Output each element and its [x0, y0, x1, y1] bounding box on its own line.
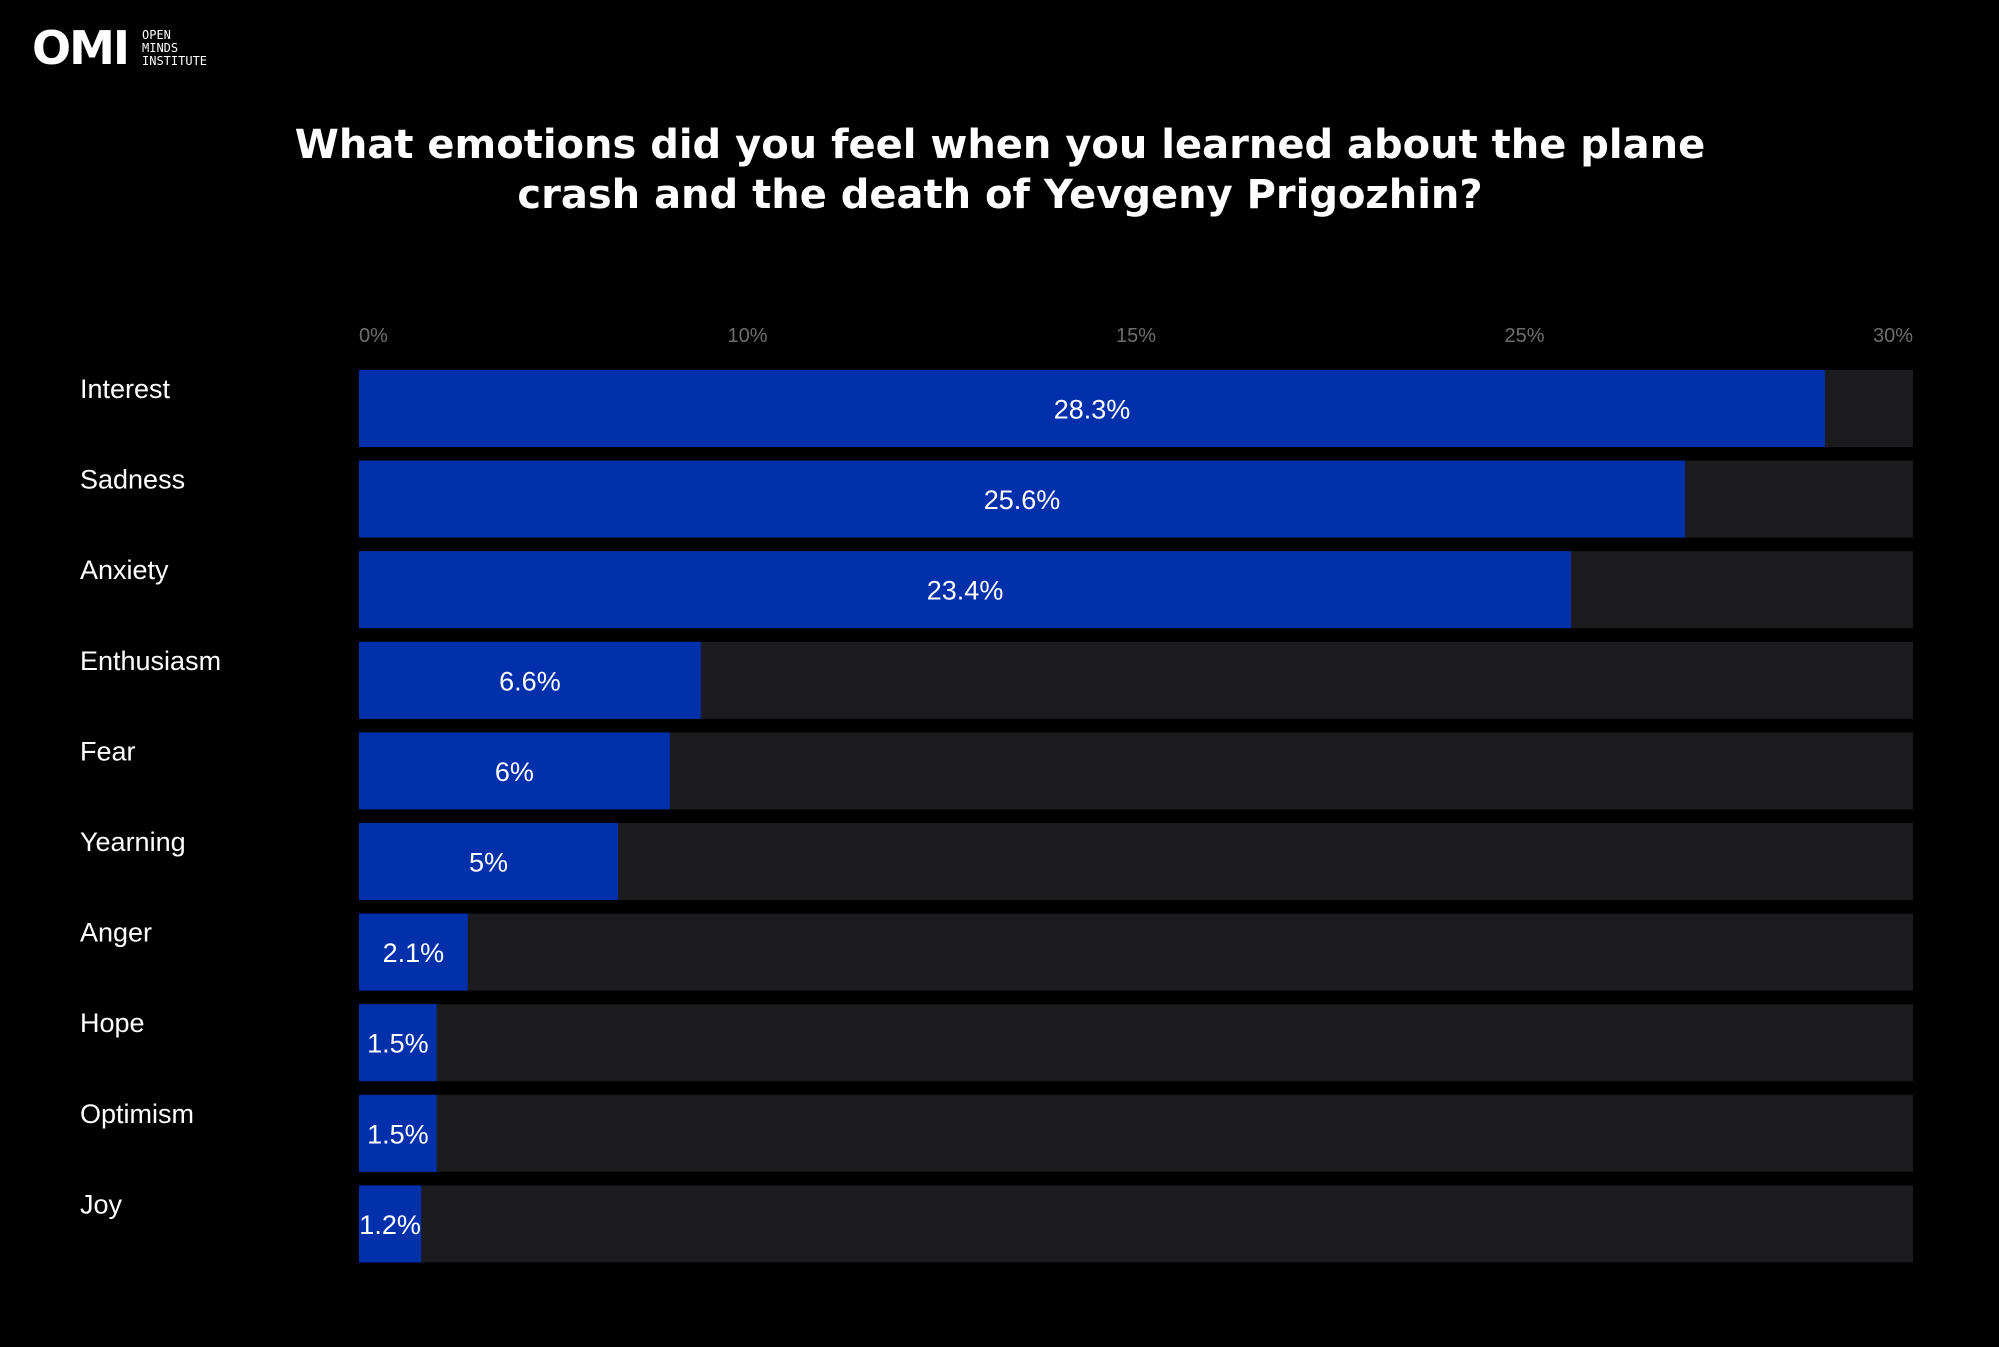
logo-line-2: MINDS: [142, 40, 179, 55]
category-label: Yearning: [80, 827, 186, 857]
bar-hope: [359, 1004, 437, 1082]
bar-enthusiasm: [359, 641, 701, 719]
category-label: Sadness: [80, 465, 185, 495]
bar-fear: [359, 732, 670, 810]
bar-yearning: [359, 823, 618, 900]
logo-line-3: INSTITUTE: [142, 53, 208, 68]
logo-subtitle: OPEN MINDS INSTITUTE: [142, 27, 208, 68]
value-label: 6%: [495, 757, 534, 787]
bar-joy: [359, 1185, 422, 1263]
tick-label: 30%: [1873, 325, 1913, 347]
bar-track: [359, 1094, 1913, 1172]
tick-label: 15%: [1116, 325, 1156, 347]
tick-label: 0%: [359, 325, 388, 347]
value-label: 2.1%: [383, 938, 445, 968]
value-label: 6.6%: [499, 666, 561, 696]
tick-label: 10%: [727, 325, 767, 347]
category-label: Fear: [80, 736, 136, 766]
value-label: 28.3%: [1054, 395, 1131, 425]
category-label: Optimism: [80, 1099, 194, 1129]
value-label: 23.4%: [927, 576, 1004, 606]
logo: OMI OPEN MINDS INSTITUTE: [32, 21, 208, 75]
chart-title: What emotions did you feel when you lear…: [294, 122, 1706, 218]
tick-label: 25%: [1504, 325, 1544, 347]
logo-line-1: OPEN: [142, 27, 171, 42]
category-label: Joy: [80, 1189, 123, 1219]
bar-sadness: [359, 460, 1686, 538]
value-label: 25.6%: [984, 485, 1061, 515]
value-label: 1.2%: [359, 1210, 421, 1240]
category-label: Anxiety: [80, 555, 169, 585]
bar-interest: [359, 370, 1825, 447]
bar-optimism: [359, 1094, 437, 1172]
value-label: 5%: [469, 848, 508, 878]
bar-track: [359, 1004, 1913, 1082]
category-label: Enthusiasm: [80, 646, 221, 676]
logo-mark: OMI: [32, 21, 130, 75]
value-label: 1.5%: [367, 1029, 429, 1059]
bar-track: [359, 1185, 1913, 1263]
bar-track: [359, 913, 1913, 991]
bar-anxiety: [359, 551, 1572, 629]
value-label: 1.5%: [367, 1119, 429, 1149]
category-label: Anger: [80, 918, 152, 948]
bar-anger: [359, 913, 468, 991]
category-label: Hope: [80, 1008, 145, 1038]
category-label: Interest: [80, 374, 171, 404]
